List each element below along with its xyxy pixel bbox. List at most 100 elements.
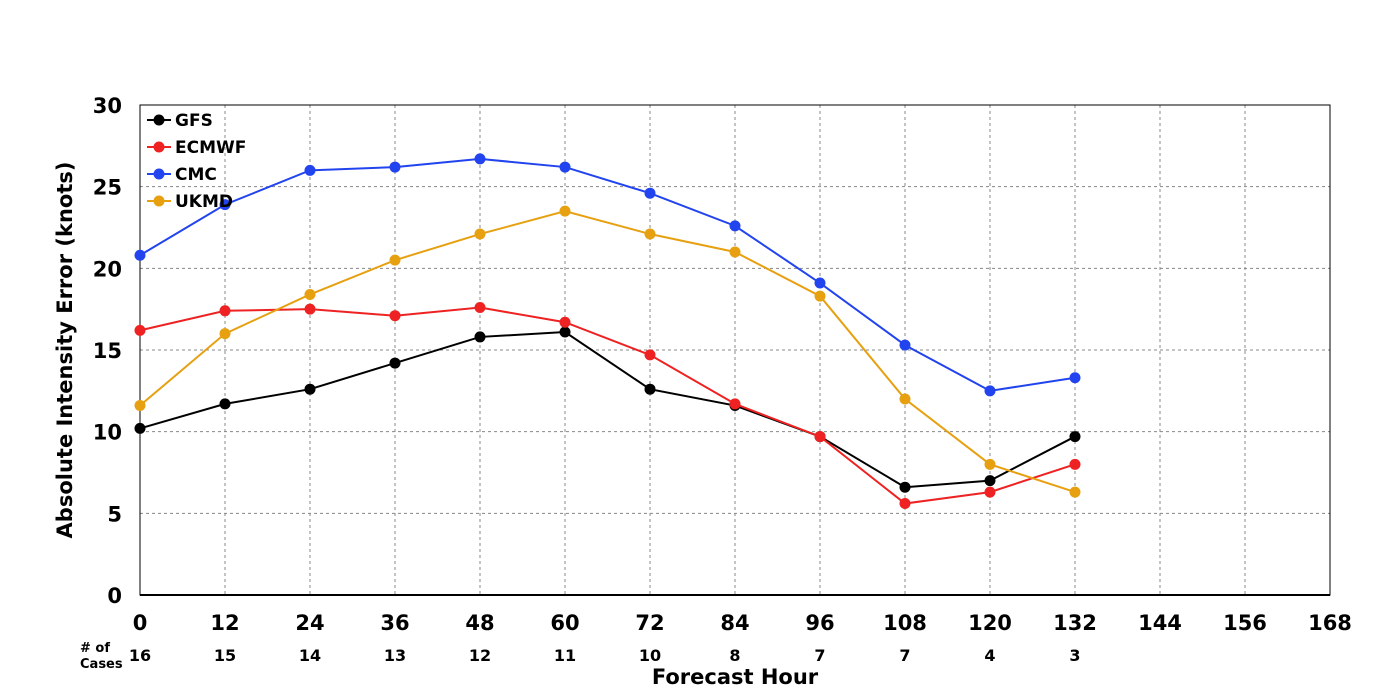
legend-item-gfs: GFS [147,111,213,131]
series-lines [134,153,1081,510]
data-point-cmc [814,277,826,289]
legend: GFS ECMWF CMC UKMD [147,111,246,212]
data-point-ecmwf [304,303,316,315]
case-count-label: 11 [554,646,576,665]
case-count-label: 10 [639,646,661,665]
x-tick-label: 84 [720,611,749,635]
grid-lines [140,105,1330,595]
x-tick-label: 144 [1138,611,1182,635]
case-count-label: 13 [384,646,406,665]
cases-label-line1: # of [80,641,110,656]
data-point-ecmwf [814,431,826,443]
case-count-label: 4 [984,646,995,665]
data-point-ecmwf [1069,458,1081,470]
case-count-label: 16 [129,646,151,665]
data-point-ecmwf [559,316,571,328]
x-tick-label: 132 [1053,611,1097,635]
data-point-ukmd [644,228,656,240]
data-point-gfs [1069,431,1081,443]
data-point-gfs [899,481,911,493]
data-point-ecmwf [389,310,401,322]
data-point-gfs [644,383,656,395]
series-line-ukmd [139,210,1076,494]
data-point-ecmwf [644,349,656,361]
x-tick-label: 48 [465,611,494,635]
data-point-ukmd [899,393,911,405]
y-axis-ticks: 0 5 10 15 20 25 30 [93,94,122,608]
data-point-cmc [134,249,146,261]
case-count-label: 15 [214,646,236,665]
x-tick-label: 12 [210,611,239,635]
series-ecmwf [134,302,1081,510]
cases-label-line2: Cases [80,657,123,672]
data-point-ukmd [1069,486,1081,498]
x-tick-label: 108 [883,611,927,635]
case-counts-row: # of Cases 16 15 14 13 12 11 10 8 7 7 4 3 [80,641,1081,672]
data-point-ukmd [729,246,741,258]
data-point-gfs [134,422,146,434]
data-point-gfs [389,357,401,369]
x-tick-label: 0 [133,611,148,635]
case-count-label: 12 [469,646,491,665]
y-tick-label: 15 [93,339,122,363]
x-tick-label: 96 [805,611,834,635]
data-point-cmc [219,199,231,211]
series-gfs [134,326,1081,493]
data-point-ukmd [984,458,996,470]
legend-item-ecmwf: ECMWF [147,138,246,158]
data-point-cmc [1069,372,1081,384]
legend-label: CMC [175,165,217,185]
x-tick-label: 60 [550,611,579,635]
data-point-cmc [644,187,656,199]
legend-label: ECMWF [175,138,246,158]
data-point-gfs [984,475,996,487]
data-point-ukmd [304,288,316,300]
legend-swatch-marker [153,141,165,153]
data-point-gfs [559,326,571,338]
x-axis-ticks: 0 12 24 36 48 60 72 84 96 108 120 132 144 156 168 [133,611,1352,635]
x-tick-label: 72 [635,611,664,635]
x-tick-label: 168 [1308,611,1352,635]
series-line-cmc [139,157,1076,392]
data-point-ecmwf [474,302,486,314]
y-tick-label: 5 [107,502,122,526]
legend-swatch-marker [153,195,165,207]
data-point-cmc [474,153,486,165]
case-count-label: 7 [899,646,910,665]
data-point-gfs [219,398,231,410]
series-cmc [134,153,1081,397]
data-point-ukmd [559,205,571,217]
data-point-cmc [984,385,996,397]
x-tick-label: 156 [1223,611,1267,635]
legend-swatch-marker [153,168,165,180]
series-line-ecmwf [139,306,1076,505]
y-tick-label: 25 [93,176,122,200]
data-point-ukmd [134,400,146,412]
data-point-cmc [559,161,571,173]
case-count-label: 14 [299,646,321,665]
data-point-ecmwf [899,498,911,510]
data-point-ecmwf [219,305,231,317]
y-tick-label: 10 [93,421,122,445]
legend-label: UKMD [175,192,233,212]
y-tick-label: 30 [93,94,122,118]
data-point-ukmd [389,254,401,266]
y-tick-label: 0 [107,584,122,608]
data-point-gfs [474,331,486,343]
data-point-gfs [304,383,316,395]
legend-swatch-marker [153,114,165,126]
legend-label: GFS [175,111,213,131]
y-axis-title: Absolute Intensity Error (knots) [53,162,77,539]
x-tick-label: 120 [968,611,1012,635]
data-point-ecmwf [134,324,146,336]
series-ukmd [134,205,1081,498]
data-point-ukmd [814,290,826,302]
case-count-label: 3 [1069,646,1080,665]
data-point-cmc [729,220,741,232]
data-point-ecmwf [729,398,741,410]
case-count-label: 7 [814,646,825,665]
series-line-gfs [139,331,1076,489]
legend-item-ukmd: UKMD [147,192,233,212]
case-count-label: 8 [729,646,740,665]
